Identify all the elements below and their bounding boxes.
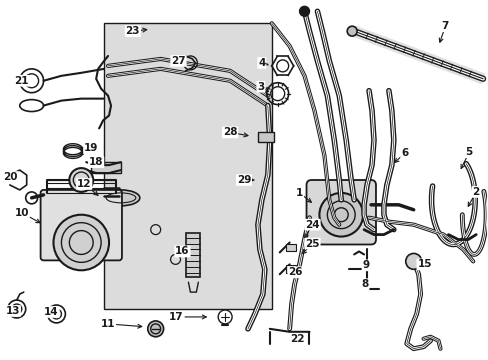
Text: 1: 1 [295,188,303,198]
Circle shape [346,26,356,36]
Text: 14: 14 [44,307,59,317]
Circle shape [405,253,421,269]
Text: 2: 2 [471,187,479,197]
Text: 12: 12 [77,179,91,189]
Text: 13: 13 [5,306,20,316]
FancyBboxPatch shape [41,190,122,260]
Circle shape [69,168,93,192]
Polygon shape [352,27,484,84]
Text: 10: 10 [15,208,29,218]
Text: 23: 23 [125,26,140,36]
Text: 21: 21 [15,76,29,86]
Circle shape [299,6,309,16]
Text: 16: 16 [175,247,189,256]
Text: 29: 29 [236,175,251,185]
Text: 5: 5 [465,147,472,157]
Bar [91,162,121,173]
Ellipse shape [102,190,140,206]
Text: 7: 7 [441,21,448,31]
Text: 8: 8 [361,279,368,289]
Text: 11: 11 [101,319,115,329]
Bar [285,243,295,251]
FancyBboxPatch shape [306,180,375,244]
Text: 20: 20 [3,172,18,182]
Bar [257,132,273,142]
Bar [285,265,295,273]
Text: 24: 24 [305,220,319,230]
Text: 18: 18 [89,157,103,167]
Polygon shape [104,23,271,309]
Text: 28: 28 [223,127,237,138]
Text: 19: 19 [84,143,98,153]
Text: 15: 15 [416,259,431,269]
Circle shape [53,215,109,270]
Text: 3: 3 [257,82,264,92]
Text: 17: 17 [169,312,183,322]
Circle shape [147,321,163,337]
Circle shape [319,193,362,237]
Text: 25: 25 [305,239,319,248]
Text: 27: 27 [171,56,185,66]
Text: 6: 6 [400,148,407,158]
Text: 9: 9 [362,260,369,270]
Text: 22: 22 [290,334,304,344]
Text: 4: 4 [258,58,265,68]
Bar [186,233,200,277]
Text: 26: 26 [288,267,302,277]
